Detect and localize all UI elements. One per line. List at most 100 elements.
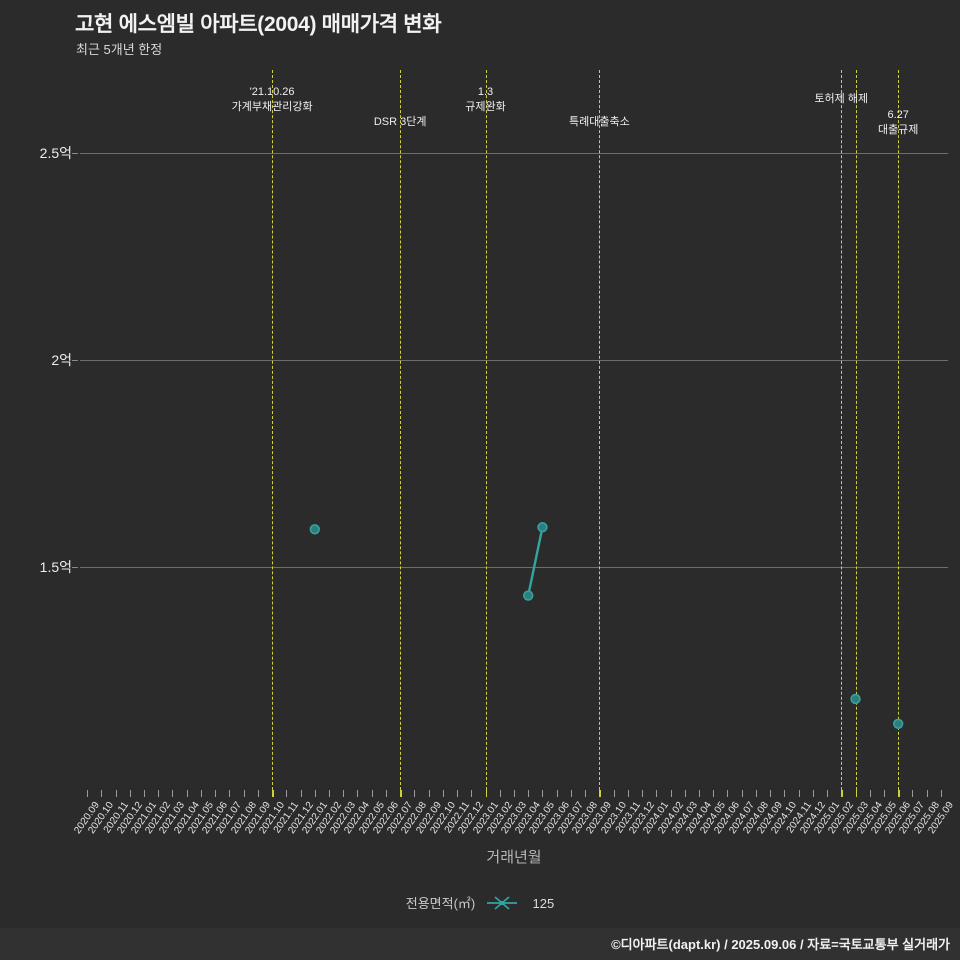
event-marker-label-line: 1.3	[477, 86, 494, 98]
event-marker-line	[272, 70, 274, 790]
x-axis-tick-mark	[457, 790, 459, 797]
x-axis-tick-mark	[670, 790, 672, 797]
x-axis-tick-mark	[314, 790, 316, 797]
x-axis-tick-mark	[926, 790, 928, 797]
y-axis-tick-label: 1.5억	[39, 558, 72, 575]
x-axis-tick-mark	[87, 790, 89, 797]
x-axis-tick-mark	[144, 790, 146, 797]
asterisk-marker-icon	[485, 895, 519, 914]
event-marker-label-line: 대출규제	[877, 124, 919, 136]
data-point-marker[interactable]	[537, 522, 548, 533]
legend: 전용면적(㎡) 125	[0, 893, 960, 914]
event-marker-line	[898, 70, 900, 790]
x-axis-tick-mark	[784, 790, 786, 797]
x-axis-tick-mark	[741, 790, 743, 797]
event-marker-label-line: 특례대출축소	[569, 116, 630, 128]
event-marker-label: 6.27 대출규제	[878, 108, 918, 138]
series-line-segment	[527, 526, 544, 596]
event-marker-label: 1.3 규제완화	[465, 85, 505, 115]
x-axis-tick-marks	[80, 790, 948, 798]
x-axis-tick-mark	[684, 790, 686, 797]
x-axis-tick-mark	[656, 790, 658, 797]
x-axis-tick-mark	[158, 790, 160, 797]
event-marker-label: DSR 3단계	[374, 115, 427, 130]
x-axis-tick-mark	[698, 790, 700, 797]
x-axis-title: 거래년월	[486, 849, 542, 866]
event-marker-line	[485, 70, 487, 790]
x-axis-tick-mark	[442, 790, 444, 797]
x-axis-tick-mark	[812, 790, 814, 797]
y-axis-tick-mark	[72, 566, 78, 568]
event-marker-line	[855, 70, 857, 790]
x-axis-tick-mark	[898, 790, 900, 797]
y-axis-tick-label: 2억	[51, 351, 72, 368]
x-axis-tick-mark	[770, 790, 772, 797]
gridline	[80, 152, 948, 154]
x-axis-tick-mark	[229, 790, 231, 797]
x-axis-tick-mark	[172, 790, 174, 797]
x-axis-tick-mark	[613, 790, 615, 797]
y-axis-tick-mark	[72, 359, 78, 361]
event-marker-label-line: 가계부채관리강화	[231, 101, 313, 113]
event-marker-line	[841, 70, 843, 790]
x-axis-tick-mark	[627, 790, 629, 797]
data-point-marker[interactable]	[309, 524, 320, 535]
gridline	[80, 359, 948, 361]
x-axis-tick-mark	[115, 790, 117, 797]
data-point-marker[interactable]	[523, 590, 534, 601]
x-axis-tick-mark	[940, 790, 942, 797]
x-axis-tick-mark	[329, 790, 331, 797]
x-axis-tick-mark	[186, 790, 188, 797]
x-axis-tick-mark	[841, 790, 843, 797]
x-axis-tick-labels: 2020.09 2020.10 2020.11 2020.12 2021.01 2021.…	[72, 800, 956, 844]
x-axis-tick-mark	[243, 790, 245, 797]
x-axis-tick-mark	[556, 790, 558, 797]
y-axis-ticks: 2.5억 2억 1.5억	[0, 70, 78, 790]
x-axis-tick-mark	[428, 790, 430, 797]
event-marker-label: '21.10.26 가계부채관리강화	[232, 85, 313, 115]
x-axis-tick-mark	[471, 790, 473, 797]
data-point-marker[interactable]	[892, 718, 904, 729]
x-axis-tick-mark	[585, 790, 587, 797]
x-axis-tick-mark	[300, 790, 302, 797]
x-axis-tick-mark	[129, 790, 131, 797]
event-marker-label: 토허제 해제	[814, 92, 868, 107]
y-axis-tick-mark	[72, 152, 78, 154]
x-axis-tick-mark	[286, 790, 288, 797]
x-axis-tick-mark	[514, 790, 515, 797]
x-axis-tick-mark	[755, 790, 757, 797]
x-axis-tick-mark	[215, 790, 217, 797]
data-point-marker[interactable]	[850, 693, 861, 705]
event-marker-label-line: 규제완화	[465, 101, 506, 113]
x-axis-tick-mark	[101, 790, 103, 797]
chart-title: 고현 에스엠빌 아파트(2004) 매매가격 변화	[75, 13, 442, 36]
x-axis-tick-mark	[257, 790, 259, 797]
x-axis-tick-mark	[570, 790, 572, 797]
event-marker-label-line: DSR 3단계	[373, 116, 427, 128]
x-axis-tick-mark	[855, 790, 858, 797]
x-axis-tick-mark	[499, 790, 501, 797]
x-axis-tick-mark	[414, 790, 416, 797]
chart-subtitle: 최근 5개년 한정	[76, 42, 163, 57]
legend-entry-label: 125	[532, 896, 555, 911]
x-axis-tick-mark	[912, 790, 914, 797]
series-layer	[309, 522, 904, 729]
footer-credit: ©디아파트(dapt.kr) / 2025.09.06 / 자료=국토교통부 실…	[611, 937, 950, 952]
event-marker-label-line: '21.10.26	[249, 86, 295, 98]
x-axis-tick-mark	[200, 790, 202, 797]
plot-area	[80, 70, 948, 790]
x-axis-tick-mark	[272, 790, 274, 797]
x-axis-tick-mark	[727, 790, 729, 797]
event-marker-label: 특례대출축소	[569, 115, 630, 130]
x-axis-tick-mark	[542, 790, 544, 797]
x-axis-tick-mark	[869, 790, 871, 797]
footer-bar: ©디아파트(dapt.kr) / 2025.09.06 / 자료=국토교통부 실…	[0, 928, 960, 960]
x-axis-tick-mark	[883, 790, 885, 797]
x-axis-tick-mark	[371, 790, 373, 797]
event-marker-label-line: 6.27	[887, 109, 909, 121]
x-axis-tick-mark	[713, 790, 715, 797]
x-axis-tick-mark	[485, 790, 488, 797]
x-axis-tick-mark	[827, 790, 829, 797]
